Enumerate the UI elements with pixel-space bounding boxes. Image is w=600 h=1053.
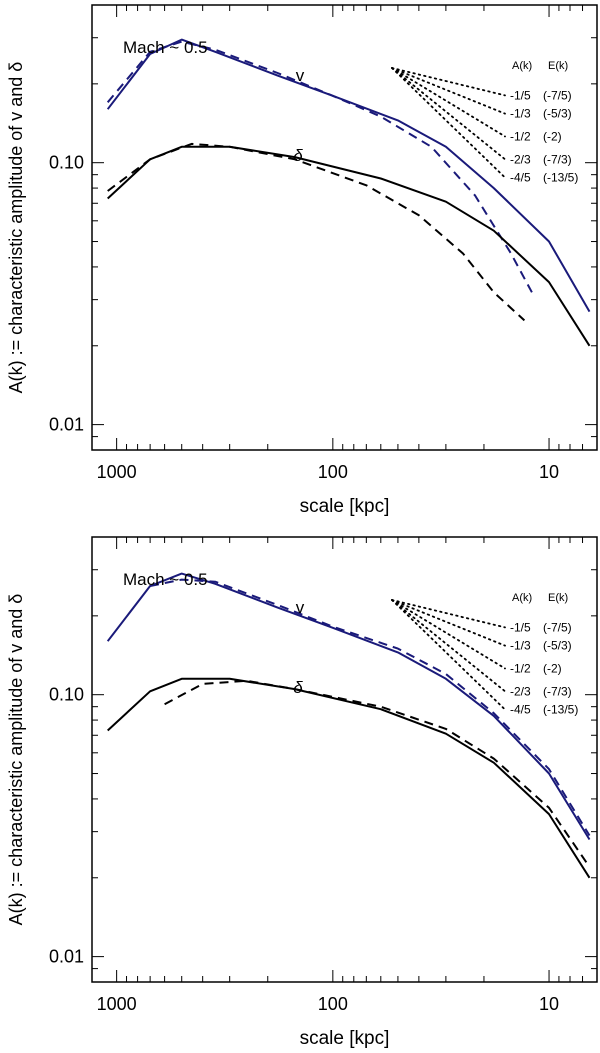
- series-line-v: [106, 572, 591, 841]
- legend-entry-a: -1/2: [510, 129, 531, 143]
- legend-entry-a: -4/5: [510, 171, 531, 185]
- legend-slope-line: [391, 599, 506, 670]
- x-axis-ticks: [116, 5, 598, 450]
- x-tick-label: 100: [318, 462, 348, 482]
- delta-curve-label: δ: [293, 146, 303, 165]
- y-tick-label: 0.10: [49, 153, 84, 173]
- series-line-v-dashed: [106, 40, 533, 293]
- chart-panel-bottom: 1000 100 10 0.01 0.10 scale [kpc] A(k) := char…: [6, 536, 598, 1049]
- legend-slope-line: [391, 67, 506, 161]
- legend-entry-e: (-5/3): [543, 107, 572, 121]
- legend-slope-line: [391, 599, 506, 647]
- mach-annotation: Mach ~ 0.5: [123, 570, 208, 589]
- y-tick-label: 0.10: [49, 685, 84, 705]
- x-tick-label: 10: [539, 994, 559, 1014]
- y-axis-label: A(k) := characteristic amplitude of v an…: [6, 594, 26, 926]
- series-line-delta: [107, 677, 591, 879]
- plot-frame: [91, 536, 598, 983]
- legend-entry-e: (-5/3): [543, 639, 572, 653]
- x-tick-label: 1000: [97, 462, 137, 482]
- legend-slope-line: [391, 599, 506, 711]
- slope-legend: A(k) E(k) -1/5 (-7/5) -1/3 (-5/3) -1/2 (-2) -2/3…: [391, 592, 578, 717]
- v-curve-label: v: [296, 598, 305, 617]
- legend-entry-e: (-2): [543, 661, 562, 675]
- plot-frame: [91, 4, 598, 451]
- series-line-delta-dashed: [107, 142, 526, 322]
- legend-slope-line: [391, 599, 506, 693]
- series-line-v-dashed: [149, 578, 591, 837]
- y-axis-ticks: [92, 4, 597, 451]
- data-series: [106, 572, 591, 879]
- legend-entry-e: (-7/3): [543, 684, 572, 698]
- legend-entry-a: -2/3: [510, 152, 531, 166]
- legend-header-a: A(k): [512, 592, 532, 604]
- x-axis-label: scale [kpc]: [300, 1028, 390, 1049]
- legend-entry-e: (-13/5): [543, 171, 578, 185]
- legend-entry-e: (-2): [543, 129, 562, 143]
- x-axis-label: scale [kpc]: [300, 496, 390, 517]
- legend-slope-line: [391, 67, 506, 138]
- legend-slope-line: [391, 67, 506, 115]
- mach-annotation: Mach ~ 0.5: [123, 38, 208, 57]
- x-tick-label: 1000: [97, 994, 137, 1014]
- legend-entry-e: (-7/5): [543, 88, 572, 102]
- chart-panel-top: 1000 100 10 0.01 0.10 scale [kpc] A(k) := char…: [6, 4, 598, 517]
- legend-entry-e: (-7/5): [543, 620, 572, 634]
- legend-slope-line: [391, 67, 506, 179]
- x-tick-label: 10: [539, 462, 559, 482]
- legend-header-e: E(k): [548, 60, 568, 72]
- legend-entry-a: -1/3: [510, 107, 531, 121]
- slope-legend: A(k) E(k) -1/5 (-7/5) -1/3 (-5/3) -1/2 (-2) -2/3…: [391, 60, 578, 185]
- delta-curve-label: δ: [293, 678, 303, 697]
- v-curve-label: v: [296, 66, 305, 85]
- legend-entry-a: -1/3: [510, 639, 531, 653]
- y-axis-ticks: [92, 536, 597, 983]
- series-line-delta: [107, 145, 591, 347]
- legend-entry-a: -1/5: [510, 620, 531, 634]
- x-axis-ticks: [116, 537, 598, 982]
- x-tick-label: 100: [318, 994, 348, 1014]
- y-tick-label: 0.01: [49, 947, 84, 967]
- legend-header-a: A(k): [512, 60, 532, 72]
- legend-entry-a: -1/5: [510, 88, 531, 102]
- legend-entry-e: (-7/3): [543, 152, 572, 166]
- series-line-delta-dashed: [164, 679, 591, 868]
- legend-entry-a: -4/5: [510, 703, 531, 717]
- y-tick-label: 0.01: [49, 415, 84, 435]
- legend-header-e: E(k): [548, 592, 568, 604]
- y-axis-label: A(k) := characteristic amplitude of v an…: [6, 62, 26, 394]
- legend-entry-e: (-13/5): [543, 703, 578, 717]
- legend-entry-a: -1/2: [510, 661, 531, 675]
- data-series: [106, 38, 591, 347]
- legend-entry-a: -2/3: [510, 684, 531, 698]
